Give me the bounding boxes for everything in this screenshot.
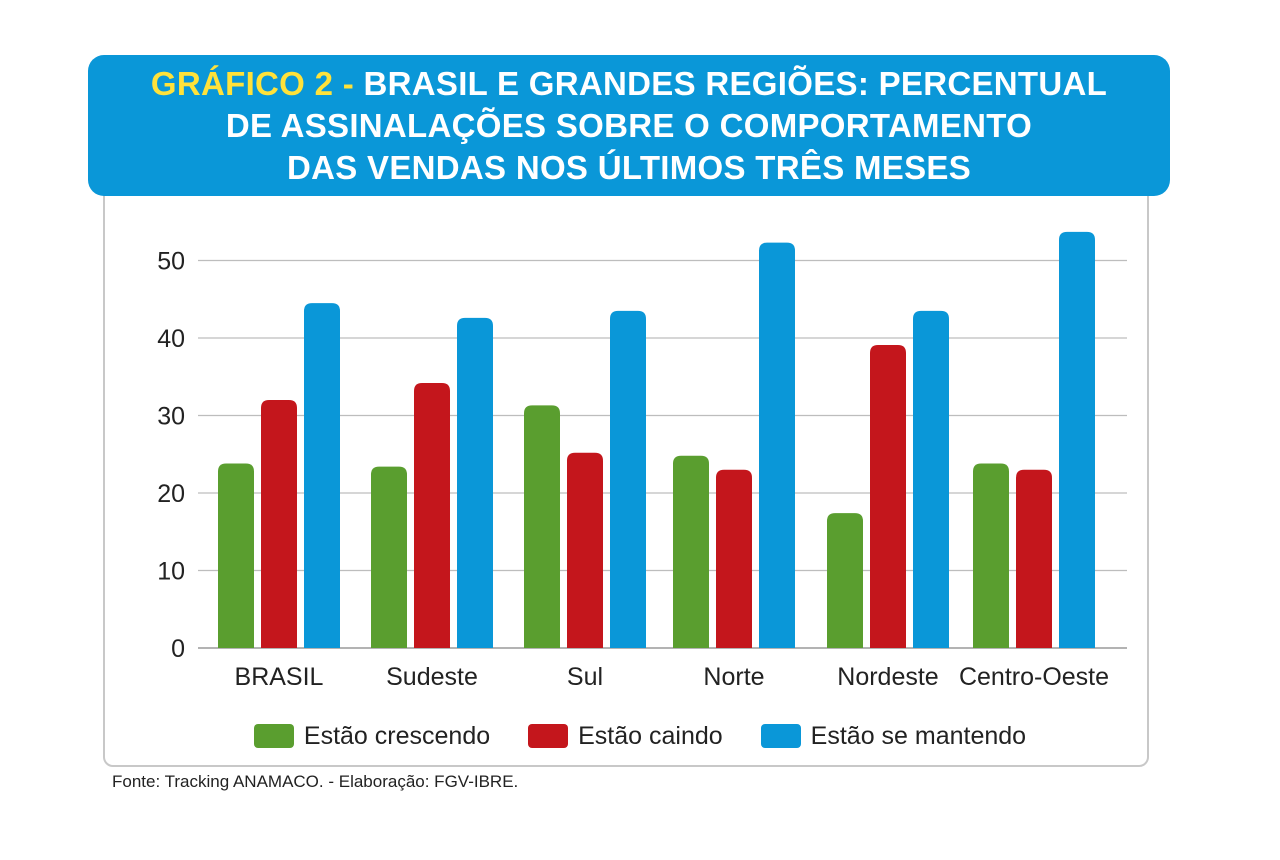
bar-sul-1: [567, 452, 603, 648]
legend-item: Estão se mantendo: [760, 721, 1027, 751]
bar-brasil-2: [304, 303, 340, 648]
bar-sudeste-1: [414, 382, 450, 648]
bar-nordeste-1: [870, 344, 906, 648]
y-tick-label: 30: [157, 403, 185, 431]
y-tick-label: 0: [171, 635, 185, 663]
bar-centro-oeste-1: [1016, 469, 1052, 648]
bar-brasil-0: [218, 463, 254, 648]
y-tick-label: 20: [157, 480, 185, 508]
legend-item: Estão crescendo: [253, 721, 491, 751]
bar-sudeste-0: [371, 466, 407, 648]
bar-nordeste-0: [827, 513, 863, 648]
title-line-2: DE ASSINALAÇÕES SOBRE O COMPORTAMENTO: [225, 106, 1033, 144]
title-line-1: GRÁFICO 2 - BRASIL E GRANDES REGIÕES: PE…: [151, 63, 1107, 105]
x-category-label: Norte: [703, 663, 764, 691]
x-category-label: Sudeste: [386, 663, 478, 691]
x-category-label: Centro-Oeste: [959, 663, 1109, 691]
y-tick-label: 40: [157, 325, 185, 353]
chart-legend: Estão crescendo Estão caindo Estão se mant…: [0, 718, 1280, 754]
x-category-label: Sul: [567, 663, 603, 691]
x-category-label: Nordeste: [837, 663, 938, 691]
title-line-1-text: BRASIL E GRANDES REGIÕES: PERCENTUAL: [363, 64, 1108, 102]
bar-sudeste-2: [457, 317, 493, 648]
bar-centro-oeste-2: [1059, 231, 1095, 648]
chart-title-banner: GRÁFICO 2 - BRASIL E GRANDES REGIÕES: PE…: [88, 55, 1170, 196]
bar-brasil-1: [261, 400, 297, 648]
legend-swatch: [528, 724, 569, 748]
legend-label: Estão crescendo: [303, 721, 491, 750]
title-line-3: DAS VENDAS NOS ÚLTIMOS TRÊS MESES: [286, 148, 972, 186]
y-tick-label: 50: [157, 248, 185, 276]
legend-swatch: [760, 724, 801, 748]
legend-swatch: [253, 724, 294, 748]
bar-nordeste-2: [913, 310, 949, 648]
bar-centro-oeste-0: [973, 463, 1009, 648]
bar-sul-0: [524, 405, 560, 648]
legend-label: Estão caindo: [578, 721, 723, 750]
title-prefix: GRÁFICO 2 -: [150, 64, 355, 102]
source-note: Fonte: Tracking ANAMACO. - Elaboração: F…: [112, 772, 519, 791]
y-tick-label: 10: [157, 558, 185, 586]
legend-item: Estão caindo: [528, 722, 723, 751]
bar-sul-2: [610, 310, 646, 648]
legend-label: Estão se mantendo: [810, 721, 1027, 750]
bar-norte-0: [673, 455, 709, 648]
x-category-label: BRASIL: [235, 663, 324, 691]
bar-norte-1: [716, 469, 752, 648]
bar-norte-2: [759, 242, 795, 649]
